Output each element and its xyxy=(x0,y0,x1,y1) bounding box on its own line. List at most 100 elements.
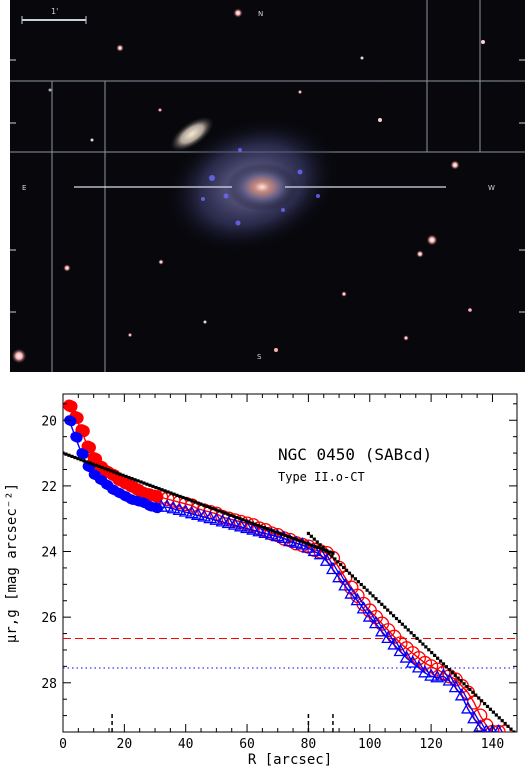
fit-mark xyxy=(268,528,272,532)
fit-mark xyxy=(453,673,457,677)
fit-mark xyxy=(217,509,221,513)
fit-mark xyxy=(433,653,437,658)
fit-mark xyxy=(497,716,501,720)
fit-mark xyxy=(157,487,161,491)
fit-mark xyxy=(306,531,311,536)
fit-mark xyxy=(397,619,402,623)
fit-mark xyxy=(142,481,146,485)
fit-mark xyxy=(339,563,343,567)
series-point-g xyxy=(283,533,297,547)
series-point-g xyxy=(246,522,261,535)
fit-mark xyxy=(76,457,80,461)
fit-mark xyxy=(491,710,495,714)
fit-mark xyxy=(403,625,407,629)
series-point-g xyxy=(350,592,365,606)
fit-mark xyxy=(121,473,125,477)
fit-mark xyxy=(247,520,251,524)
fit-mark xyxy=(175,493,179,497)
series-point-g xyxy=(160,499,175,512)
fit-mark xyxy=(362,585,366,589)
fit-mark xyxy=(471,690,475,694)
x-tick-label: 20 xyxy=(117,737,133,752)
x-tick-label: 80 xyxy=(301,737,317,752)
fit-mark xyxy=(277,531,281,535)
x-tick-label: 120 xyxy=(419,737,442,752)
fit-mark xyxy=(208,505,212,510)
series-point-g xyxy=(252,523,267,537)
fit-mark xyxy=(124,474,128,479)
series-point-g xyxy=(405,655,420,668)
fit-mark xyxy=(374,597,378,601)
series-point-r xyxy=(497,724,512,732)
fit-mark xyxy=(133,478,137,482)
fit-mark xyxy=(226,512,230,516)
fit-mark xyxy=(465,685,469,689)
fit-mark xyxy=(259,524,263,529)
fit-mark xyxy=(172,492,176,496)
fit-mark xyxy=(415,636,419,641)
fit-mark xyxy=(220,510,224,514)
series-point-g xyxy=(227,517,242,530)
fit-mark xyxy=(468,687,472,692)
fit-mark xyxy=(187,498,191,502)
fit-inner xyxy=(63,451,335,555)
fit-mark xyxy=(202,503,206,507)
y-tick-label: 28 xyxy=(41,677,57,692)
series-point-g xyxy=(418,665,432,678)
fit-mark xyxy=(409,631,413,635)
fit-mark xyxy=(438,659,443,663)
fit-mark xyxy=(127,475,131,480)
x-tick-label: 0 xyxy=(59,737,67,752)
series-point-g xyxy=(393,643,408,657)
fit-mark xyxy=(82,459,86,463)
fit-mark xyxy=(322,548,326,552)
series-point-g xyxy=(494,724,503,732)
series-point-g xyxy=(307,543,322,557)
fit-mark xyxy=(365,588,369,592)
fit-mark xyxy=(336,560,340,564)
series-point-g xyxy=(240,520,255,534)
fit-mark xyxy=(160,488,164,492)
series-point-g xyxy=(166,501,181,514)
fit-mark xyxy=(430,650,434,655)
fit-mark xyxy=(103,467,107,471)
fit-mark xyxy=(327,551,331,555)
fit-mark xyxy=(163,489,167,493)
series-point-g xyxy=(319,553,334,566)
fit-mark xyxy=(441,662,446,666)
series-point-g xyxy=(203,510,218,524)
fit-mark xyxy=(371,594,375,598)
fit-mark xyxy=(286,534,290,539)
fit-mark xyxy=(271,529,275,533)
fit-mark xyxy=(238,517,242,521)
fit-mark xyxy=(274,530,278,534)
fit-mark xyxy=(368,591,372,595)
series-point-g xyxy=(313,546,328,560)
series-point-g xyxy=(221,515,236,529)
fit-mark xyxy=(151,484,155,489)
fit-mark xyxy=(130,477,134,481)
fit-mark xyxy=(412,633,416,638)
fit-mark xyxy=(253,522,257,526)
fit-mark xyxy=(244,519,248,523)
fit-mark xyxy=(106,468,110,472)
fit-mark xyxy=(333,557,337,561)
x-tick-label: 140 xyxy=(481,737,504,752)
fit-mark xyxy=(488,707,493,711)
fit-mark xyxy=(389,611,393,615)
fit-mark xyxy=(459,679,463,683)
fit-mark xyxy=(383,605,387,609)
fit-mark xyxy=(421,642,425,646)
fit-mark xyxy=(67,453,71,457)
fit-mark xyxy=(256,523,260,527)
fit-mark xyxy=(344,568,349,572)
fit-mark xyxy=(118,472,122,476)
fit-mark xyxy=(109,469,113,473)
fit-mark xyxy=(474,693,478,697)
fit-mark xyxy=(321,546,325,550)
label-south: S xyxy=(257,353,262,361)
fit-mark xyxy=(450,670,454,675)
fit-mark xyxy=(73,455,77,460)
series-point-g xyxy=(264,527,279,540)
fit-mark xyxy=(214,508,218,512)
